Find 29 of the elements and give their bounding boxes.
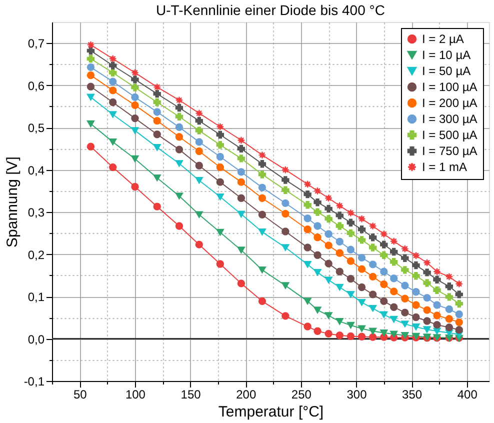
x-tick-label: 350 [402, 388, 422, 402]
legend-label: I = 2 µA [422, 32, 464, 46]
y-tick-label: 0,4 [28, 163, 45, 178]
x-axis-title: Temperatur [°C] [218, 404, 324, 420]
y-axis-title: Spannung [V] [4, 156, 21, 248]
legend-label: I = 300 µA [422, 112, 478, 126]
legend-label: I = 750 µA [422, 144, 478, 158]
chart-title: U-T-Kennlinie einer Diode bis 400 °C [156, 2, 385, 18]
x-tick-label: 400 [457, 388, 478, 402]
legend-label: I = 50 µA [422, 64, 471, 78]
legend-label: I = 1 mA [422, 160, 468, 174]
x-tick-label: 150 [180, 388, 202, 402]
legend-label: I = 100 µA [422, 80, 478, 94]
y-tick-label: 0,3 [28, 206, 45, 220]
x-tick-label: 50 [73, 388, 88, 402]
x-tick-label: 100 [125, 388, 146, 402]
legend-label: I = 500 µA [422, 128, 478, 142]
x-tick-label: 250 [291, 388, 312, 402]
y-tick-label: 0,0 [28, 332, 45, 346]
legend-label: I = 200 µA [422, 96, 478, 110]
y-tick-label: 0,2 [28, 248, 45, 262]
y-tick-label: 0,7 [28, 36, 45, 51]
legend-label: I = 10 µA [422, 48, 471, 62]
y-tick-label: 0,5 [28, 121, 45, 136]
y-tick-label: 0,6 [28, 78, 45, 93]
y-tick-label: 0,1 [28, 290, 45, 304]
x-tick-label: 200 [236, 388, 256, 402]
y-tick-label: -0,1 [24, 374, 45, 388]
x-tick-label: 300 [346, 388, 368, 402]
